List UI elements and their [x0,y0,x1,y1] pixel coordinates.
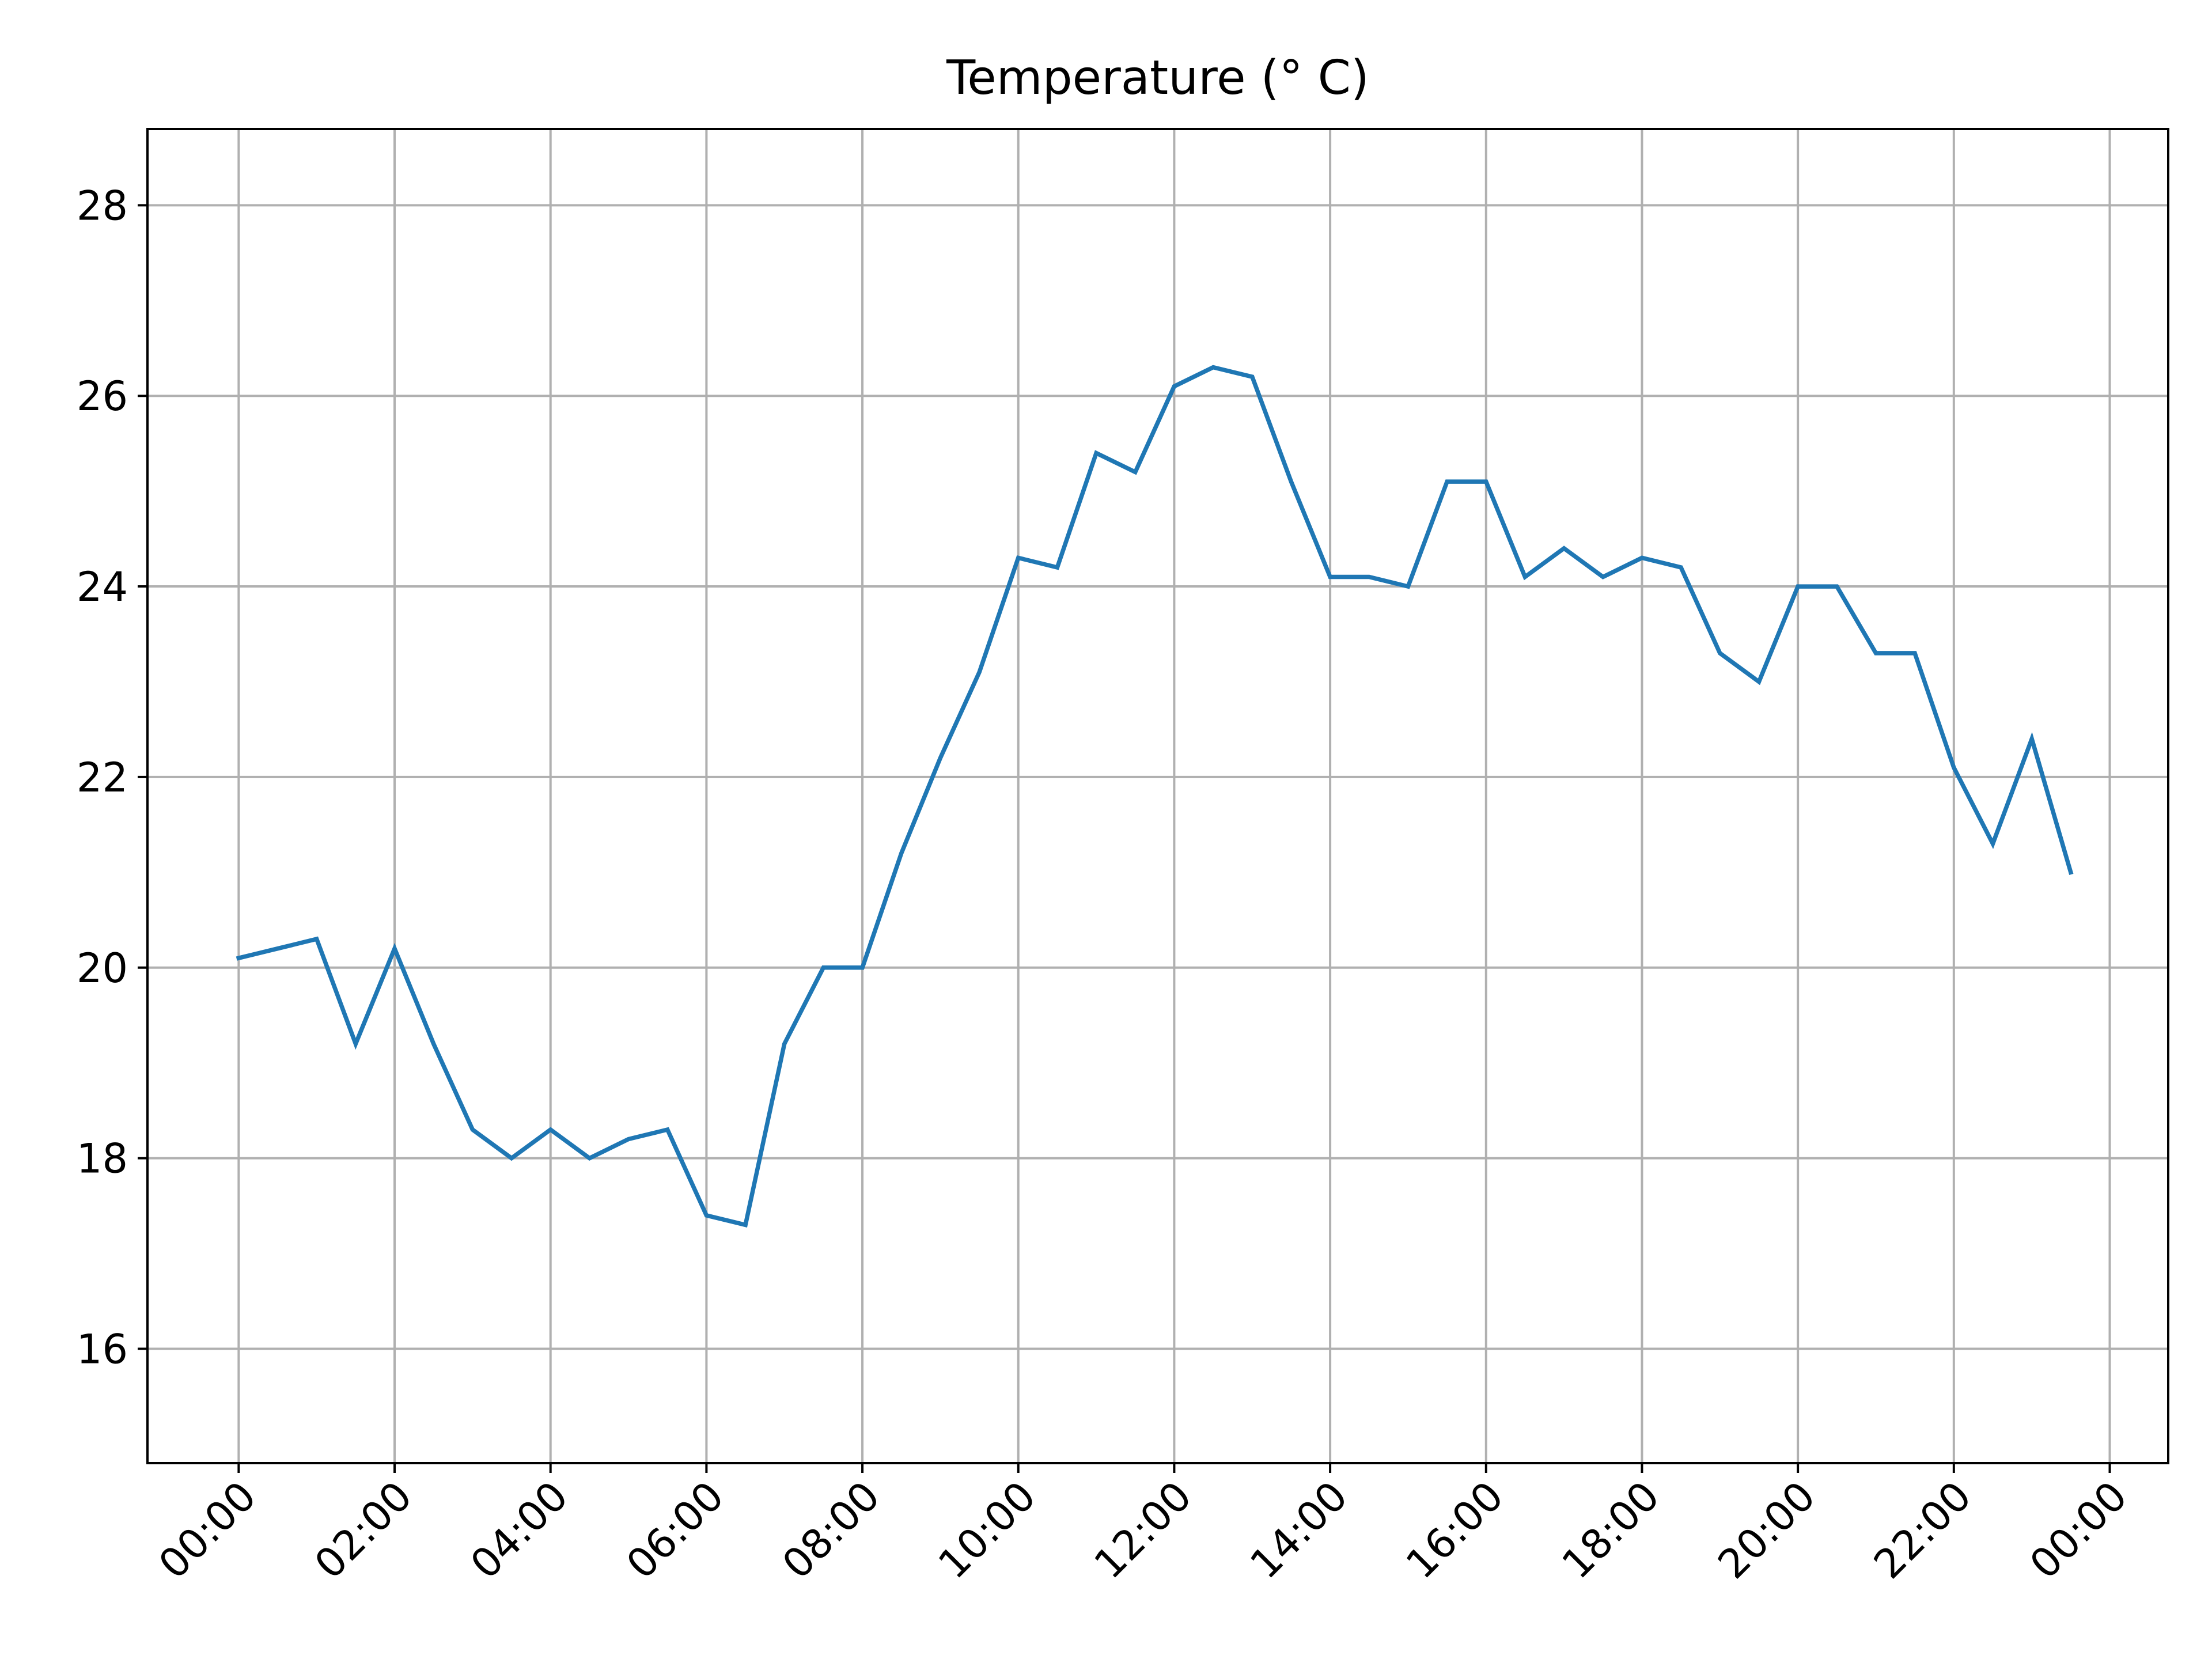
x-tick-label: 22:00 [1865,1472,1980,1588]
plot-frame [146,128,2169,1464]
x-tick-label: 04:00 [461,1472,577,1588]
x-tick-label: 14:00 [1241,1472,1357,1588]
x-tick-label: 00:00 [2021,1472,2137,1588]
x-tick-label: 20:00 [1709,1472,1825,1588]
x-axis: 00:00 02:00 04:00 06:00 08:00 10:00 12:00 14:00… [150,1463,2137,1588]
x-tick-label: 08:00 [773,1472,889,1588]
chart-title: Temperature (° C) [946,51,1369,105]
x-tick-label: 06:00 [618,1472,733,1588]
y-tick-label: 22 [77,754,128,801]
x-tick-label: 02:00 [305,1472,421,1588]
x-tick-label: 10:00 [929,1472,1045,1588]
y-tick-label: 24 [77,563,128,611]
x-tick-label: 16:00 [1397,1472,1513,1588]
y-axis: 16 18 20 22 24 26 28 [77,182,147,1373]
grid-lines [147,129,2168,1463]
y-tick-label: 20 [77,945,128,992]
y-tick-label: 26 [77,373,128,420]
series-layer [236,365,2074,1228]
y-tick-label: 18 [77,1135,128,1183]
temperature-series-line [236,365,2074,1228]
y-tick-label: 16 [77,1325,128,1373]
x-tick-label: 00:00 [150,1472,266,1588]
x-tick-label: 12:00 [1085,1472,1201,1588]
x-tick-label: 18:00 [1553,1472,1669,1588]
y-tick-label: 28 [77,182,128,229]
